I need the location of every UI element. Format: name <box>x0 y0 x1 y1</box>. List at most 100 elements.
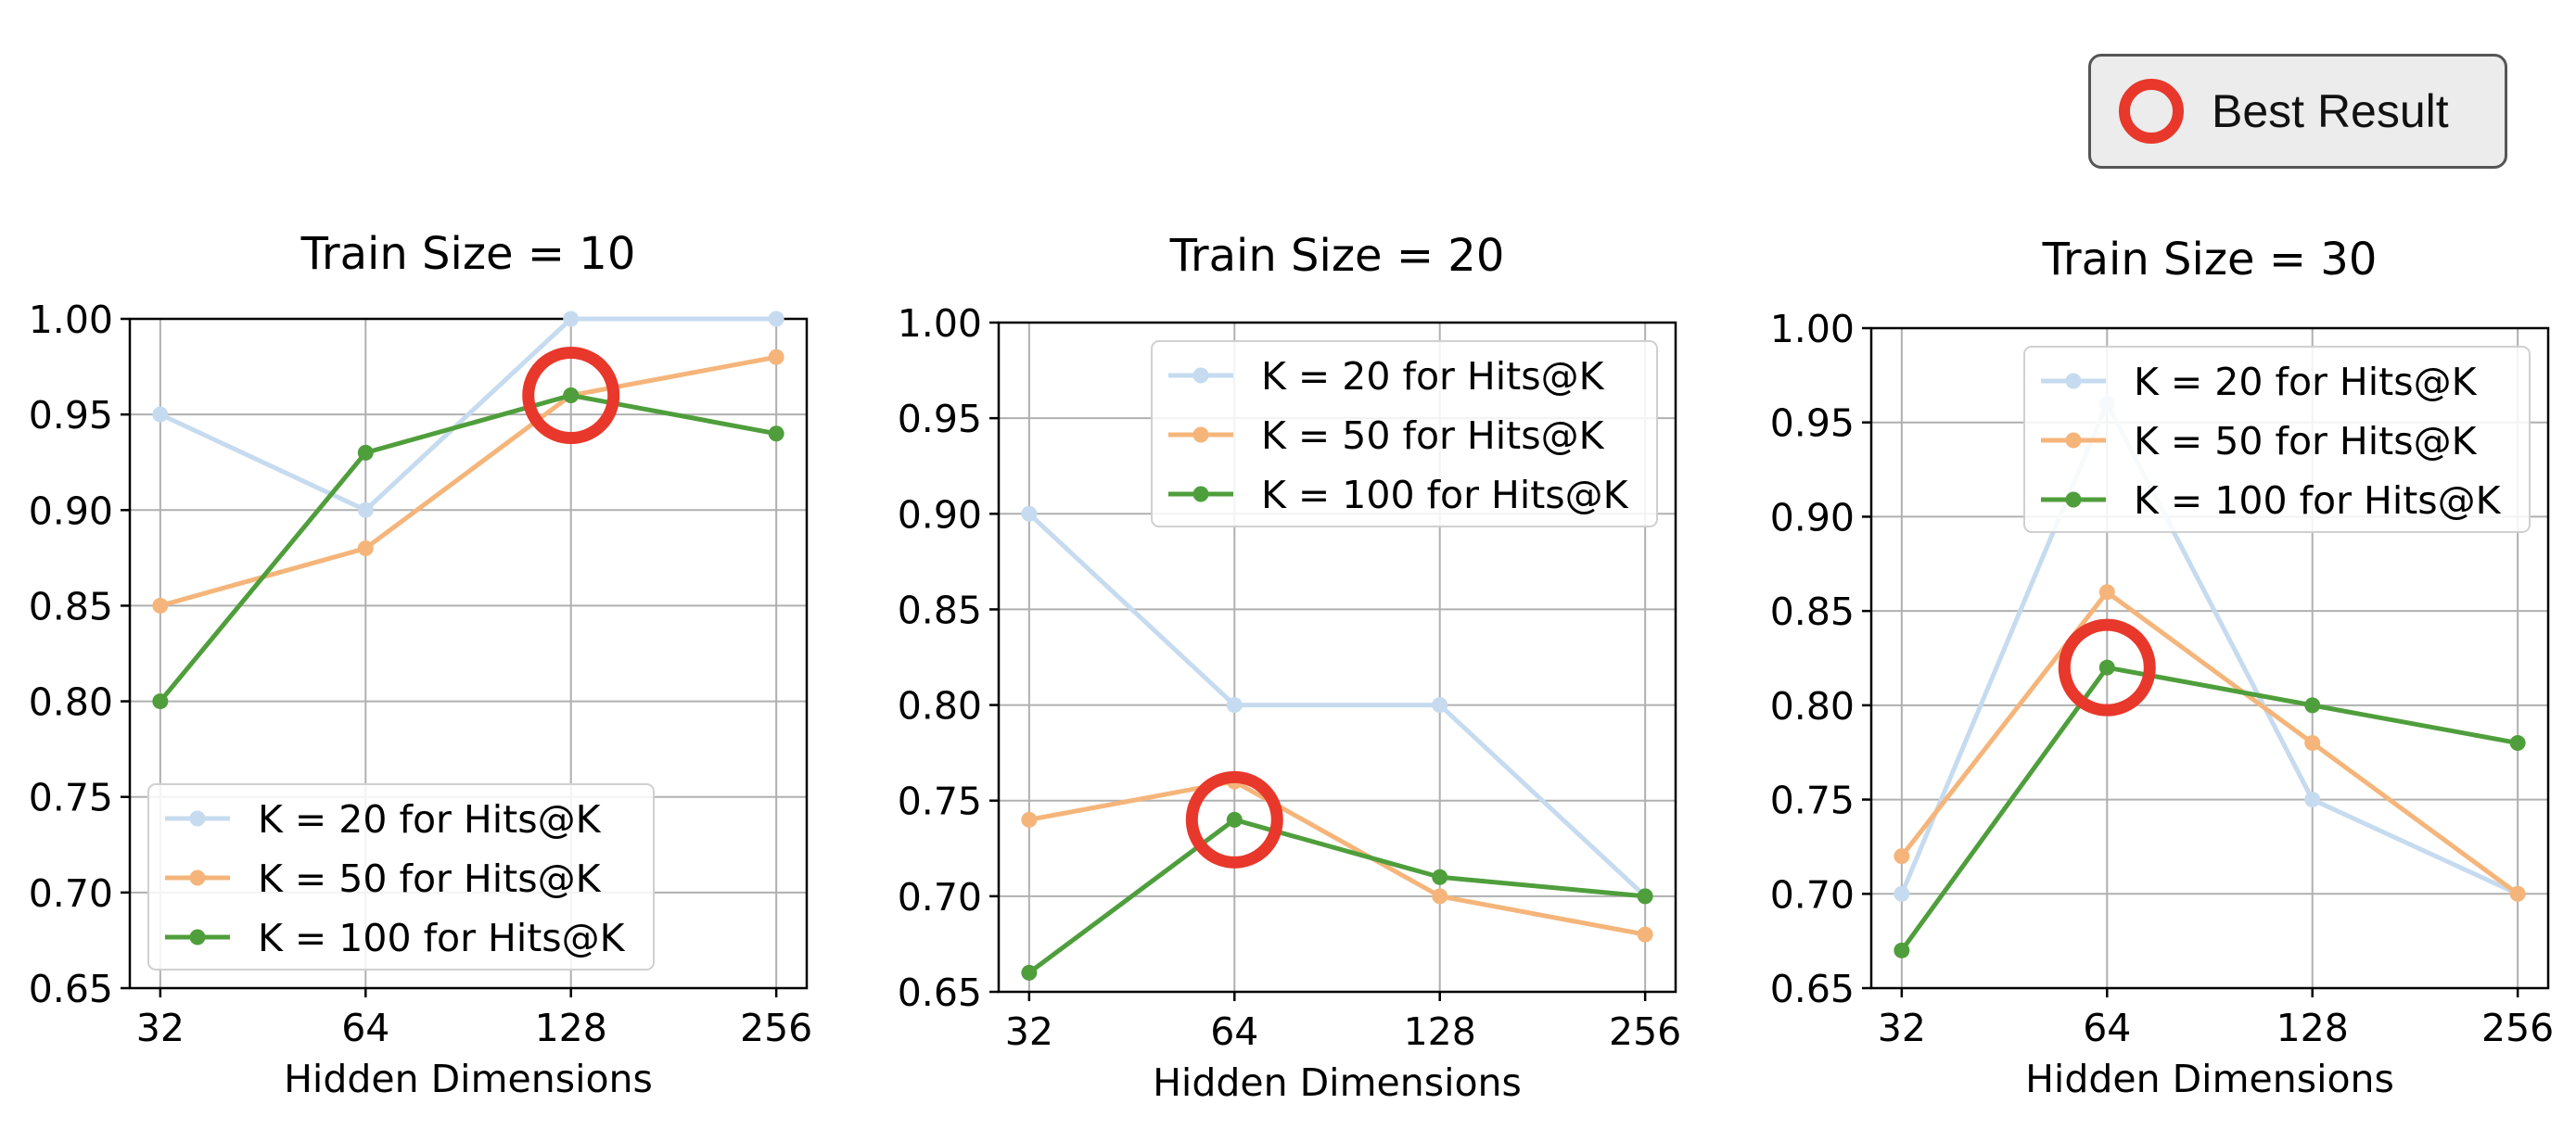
y-tick-label: 0.85 <box>1770 590 1855 634</box>
best-result-marker <box>2058 618 2156 717</box>
data-point <box>2509 735 2526 752</box>
legend-swatch-marker <box>2065 432 2082 449</box>
data-point <box>1226 697 1243 714</box>
series-line <box>1027 512 1647 898</box>
series-line <box>1899 590 2519 896</box>
series-3 <box>1021 811 1653 981</box>
best-result-marker <box>1185 770 1283 869</box>
legend-swatch-marker <box>2065 373 2082 389</box>
x-tick-label: 256 <box>2481 1006 2554 1050</box>
series-2 <box>1021 773 1653 943</box>
x-tick-label: 128 <box>2276 1006 2349 1050</box>
data-point <box>152 693 169 710</box>
data-point <box>2304 735 2321 752</box>
x-axis-label: Hidden Dimensions <box>284 1057 653 1101</box>
legend-swatch-marker <box>189 929 206 945</box>
data-point <box>1432 888 1448 905</box>
data-point <box>357 501 374 518</box>
legend-swatch-marker <box>1192 367 1209 384</box>
legend-label: K = 50 for Hits@K <box>1261 413 1605 458</box>
legend-label: K = 50 for Hits@K <box>2134 419 2478 463</box>
x-tick-label: 64 <box>1210 1009 1258 1054</box>
y-tick-label: 0.70 <box>898 875 982 920</box>
y-tick-label: 0.95 <box>898 397 982 441</box>
legend-box <box>1151 340 1658 527</box>
series-1 <box>152 311 784 518</box>
y-tick-label: 0.70 <box>29 871 113 916</box>
best-result-legend: Best Result <box>2088 54 2507 169</box>
x-tick-label: 256 <box>1609 1009 1681 1054</box>
y-tick-label: 1.00 <box>898 301 982 346</box>
y-tick-label: 0.90 <box>898 492 982 537</box>
data-point <box>768 349 784 365</box>
x-axis-label: Hidden Dimensions <box>1153 1060 1522 1105</box>
chart-panel-3: 0.65 0.70 0.75 0.80 0.85 0.90 0.95 1.00 32 64 128 2… <box>1770 234 2555 1101</box>
data-point <box>2304 697 2321 714</box>
legend-label: K = 100 for Hits@K <box>1261 473 1629 517</box>
data-point <box>1021 505 1038 522</box>
best-result-marker <box>522 347 620 445</box>
x-tick-label: 128 <box>535 1006 607 1050</box>
y-tick-label: 0.65 <box>898 971 982 1015</box>
chart-panel-2: 0.65 0.70 0.75 0.80 0.85 0.90 0.95 1.00 32 64 128 2… <box>898 230 1682 1105</box>
data-point <box>1637 926 1653 943</box>
chart-panel-1: 0.65 0.70 0.75 0.80 0.85 0.90 0.95 1.00 32 64 128 2… <box>29 228 813 1101</box>
series-3 <box>152 387 784 710</box>
data-point <box>152 406 169 423</box>
y-tick-label: 1.00 <box>29 298 113 342</box>
data-point <box>563 387 580 404</box>
y-tick-label: 0.65 <box>29 967 113 1011</box>
legend-label: K = 50 for Hits@K <box>258 856 602 901</box>
data-point <box>1894 942 1910 958</box>
x-tick-label: 32 <box>136 1006 185 1050</box>
chart-title: Train Size = 20 <box>1169 230 1505 282</box>
data-point <box>152 597 169 614</box>
chart-title: Train Size = 10 <box>300 228 636 280</box>
data-point <box>1432 697 1448 714</box>
series-line <box>1899 665 2519 952</box>
y-tick-label: 0.80 <box>898 684 982 729</box>
legend-box <box>147 783 655 971</box>
series-line <box>159 354 777 608</box>
legend-swatch-marker <box>189 810 206 827</box>
x-tick-label: 32 <box>1878 1006 1926 1050</box>
legend: K = 20 for Hits@K K = 50 for Hits@K K = 10… <box>1151 340 1658 527</box>
data-point <box>1894 885 1910 902</box>
plot-frame <box>997 321 1677 994</box>
series-line <box>158 393 777 704</box>
y-tick-label: 0.80 <box>1770 684 1855 729</box>
data-point <box>357 444 374 461</box>
data-point <box>563 311 580 327</box>
data-point <box>1637 888 1653 905</box>
x-tick-label: 64 <box>341 1006 389 1050</box>
series-line <box>1899 400 2519 896</box>
data-point <box>357 540 374 557</box>
legend-label: K = 20 for Hits@K <box>2134 360 2478 404</box>
series-3 <box>1894 659 2526 958</box>
x-tick-label: 32 <box>1005 1009 1053 1054</box>
legend-label: K = 20 for Hits@K <box>258 797 602 842</box>
data-point <box>2509 885 2526 902</box>
legend-swatch-marker <box>1192 486 1209 502</box>
y-tick-label: 0.85 <box>29 584 113 628</box>
y-tick-label: 0.85 <box>898 588 982 632</box>
series-2 <box>1894 584 2526 902</box>
y-tick-label: 0.75 <box>1770 779 1855 823</box>
y-tick-label: 0.75 <box>29 776 113 820</box>
data-point <box>768 311 784 327</box>
x-tick-label: 64 <box>2083 1006 2131 1050</box>
data-point <box>2098 659 2115 676</box>
data-point <box>1226 811 1243 828</box>
x-axis-label: Hidden Dimensions <box>2025 1057 2394 1101</box>
y-tick-label: 0.65 <box>1770 967 1855 1011</box>
x-tick-label: 256 <box>740 1006 812 1050</box>
y-tick-label: 0.95 <box>1770 401 1855 446</box>
data-point <box>768 425 784 442</box>
data-point <box>2098 584 2115 601</box>
series-line <box>1028 779 1646 937</box>
y-tick-label: 0.95 <box>29 393 113 438</box>
legend-label: K = 100 for Hits@K <box>258 916 626 960</box>
legend-box <box>2023 346 2531 533</box>
y-tick-label: 0.90 <box>29 489 113 533</box>
